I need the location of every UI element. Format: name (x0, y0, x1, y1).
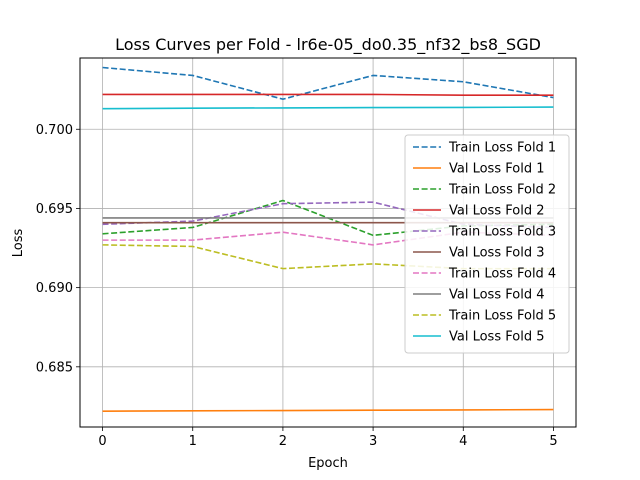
series-line-2 (102, 408, 554, 412)
legend-label: Val Loss Fold 5 (449, 330, 544, 345)
ticks: 0 1 2 3 4 5 0.685 0.690 0.695 0.700 (36, 123, 558, 449)
plot-frame (79, 57, 577, 428)
y-axis-label: Loss (11, 229, 26, 258)
legend-label: Train Loss Fold 2 (448, 183, 556, 198)
x-tick-label: 5 (549, 434, 557, 449)
y-tick-label: 0.695 (36, 202, 73, 217)
x-tick-label: 2 (279, 434, 287, 449)
legend-label: Val Loss Fold 3 (449, 246, 544, 261)
series-line-10 (102, 106, 554, 110)
legend-label: Train Loss Fold 3 (448, 225, 556, 240)
x-tick-label: 4 (459, 434, 467, 449)
legend: Train Loss Fold 1 Val Loss Fold 1 Train Lo… (404, 134, 570, 354)
x-axis-label: Epoch (308, 456, 348, 471)
legend-label: Val Loss Fold 2 (449, 204, 544, 219)
legend-box (404, 134, 570, 354)
legend-label: Train Loss Fold 5 (448, 309, 556, 324)
legend-label: Train Loss Fold 4 (448, 267, 556, 282)
legend-label: Val Loss Fold 4 (449, 288, 544, 303)
y-tick-label: 0.690 (36, 281, 73, 296)
x-tick-label: 3 (369, 434, 377, 449)
chart-title: Loss Curves per Fold - lr6e-05_do0.35_nf… (115, 35, 541, 55)
legend-label: Train Loss Fold 1 (448, 141, 556, 156)
x-tick-label: 0 (98, 434, 106, 449)
series-line-4 (102, 93, 554, 97)
legend-label: Val Loss Fold 1 (449, 162, 544, 177)
y-tick-label: 0.685 (36, 360, 73, 375)
series-line-7 (102, 231, 554, 246)
y-tick-label: 0.700 (36, 123, 73, 138)
series-line-1 (102, 66, 554, 101)
x-tick-label: 1 (189, 434, 197, 449)
